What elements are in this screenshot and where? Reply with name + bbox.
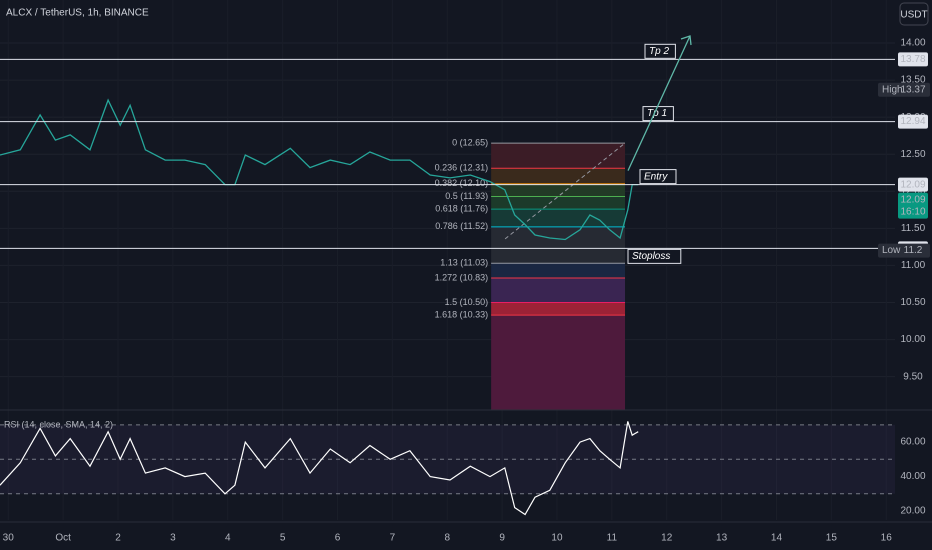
fib-label: 1.13 (11.03) (440, 258, 488, 268)
x-tick-label: 12 (661, 533, 673, 544)
axis-price-box (898, 52, 928, 67)
target-arrowhead (680, 35, 692, 46)
fib-label: 0.382 (12.10) (435, 178, 489, 188)
x-tick-label: 13 (716, 533, 728, 544)
axis-price-box (898, 177, 928, 192)
y-tick-label: 10.00 (900, 334, 925, 345)
high-label: High (882, 84, 903, 95)
level-tag-box (644, 43, 676, 59)
fib-band (491, 209, 626, 227)
target-arrow (627, 35, 691, 171)
y-tick-label: 11.00 (901, 260, 926, 271)
y-tick-label: 10.50 (900, 297, 925, 308)
x-tick-label: 9 (499, 533, 505, 544)
level-tag: Tp 1 (647, 108, 667, 119)
fib-label: 0.5 (11.93) (445, 191, 488, 201)
fib-trend (504, 142, 626, 240)
fib-band (491, 278, 626, 303)
fib-band (491, 143, 626, 169)
level-tag: Stoploss (632, 251, 670, 262)
fib-band (491, 302, 626, 316)
fib-label: 0.236 (12.31) (435, 163, 489, 173)
x-tick-label: 14 (771, 533, 783, 544)
currency-button[interactable] (899, 2, 929, 26)
x-tick-label: 11 (607, 533, 618, 544)
fib-band (491, 183, 626, 197)
fib-band (491, 168, 626, 184)
fib-label: 0.618 (11.76) (435, 203, 488, 213)
last-price-box (898, 192, 928, 219)
fib-label: 1.272 (10.83) (435, 272, 489, 282)
rsi-tick-label: 60.00 (900, 437, 925, 448)
x-tick-label: 8 (444, 533, 450, 544)
x-tick-label: 16 (881, 533, 893, 544)
level-tag-box (639, 169, 677, 185)
x-tick-label: Oct (55, 533, 71, 544)
x-tick-label: 5 (280, 533, 286, 544)
fib-band (491, 226, 626, 264)
fib-label: 0 (12.65) (452, 137, 488, 147)
x-tick-label: 4 (225, 533, 231, 544)
rsi-line (0, 421, 639, 516)
countdown: 16:10 (900, 206, 925, 217)
fib-band (491, 263, 626, 279)
currency-label[interactable]: USDT (900, 10, 927, 21)
low-label: Low (882, 245, 901, 256)
low-value: 11.2 (904, 245, 923, 256)
y-tick-label: 9.50 (903, 371, 923, 382)
y-tick-label: 13.50 (900, 75, 925, 86)
level-tag: Entry (644, 171, 668, 182)
y-tick-label: 14.00 (900, 38, 925, 49)
level-tag-box (627, 248, 682, 264)
fib-label: 0.786 (11.52) (435, 221, 488, 231)
high-value: 13.37 (900, 84, 925, 95)
low-box (878, 243, 930, 258)
last-price: 12.09 (900, 194, 925, 205)
axis-price-label: 13.78 (900, 54, 925, 65)
x-tick-label: 30 (3, 533, 15, 544)
x-tick-label: 6 (335, 533, 341, 544)
fib-band (491, 315, 626, 410)
x-tick-label: 10 (551, 533, 563, 544)
y-tick-label: 12.50 (900, 149, 925, 160)
rsi-title: RSI (14, close, SMA, 14, 2) (4, 419, 113, 429)
axis-price-label: 12.09 (900, 179, 925, 190)
rsi-tick-label: 20.00 (900, 506, 925, 517)
level-tag: Tp 2 (649, 46, 669, 57)
fib-label: 1.618 (10.33) (435, 309, 489, 319)
rsi-tick-label: 40.00 (900, 471, 925, 482)
fib-band (491, 196, 626, 210)
rsi-pane: 20.00 40.00 60.00 RSI (14, close, SMA, 14, … (0, 419, 926, 517)
x-tick-label: 15 (826, 533, 838, 544)
axis-price-box (898, 114, 928, 129)
axis-price-label: 12.94 (900, 116, 925, 127)
x-tick-label: 2 (115, 533, 121, 544)
fib-label: 1.5 (10.50) (445, 297, 489, 307)
symbol-title: ALCX / TetherUS, 1h, BINANCE (6, 8, 149, 19)
x-tick-label: 3 (170, 533, 176, 544)
high-box (878, 82, 930, 97)
x-tick-label: 7 (390, 533, 396, 544)
y-tick-label: 11.50 (901, 223, 926, 234)
